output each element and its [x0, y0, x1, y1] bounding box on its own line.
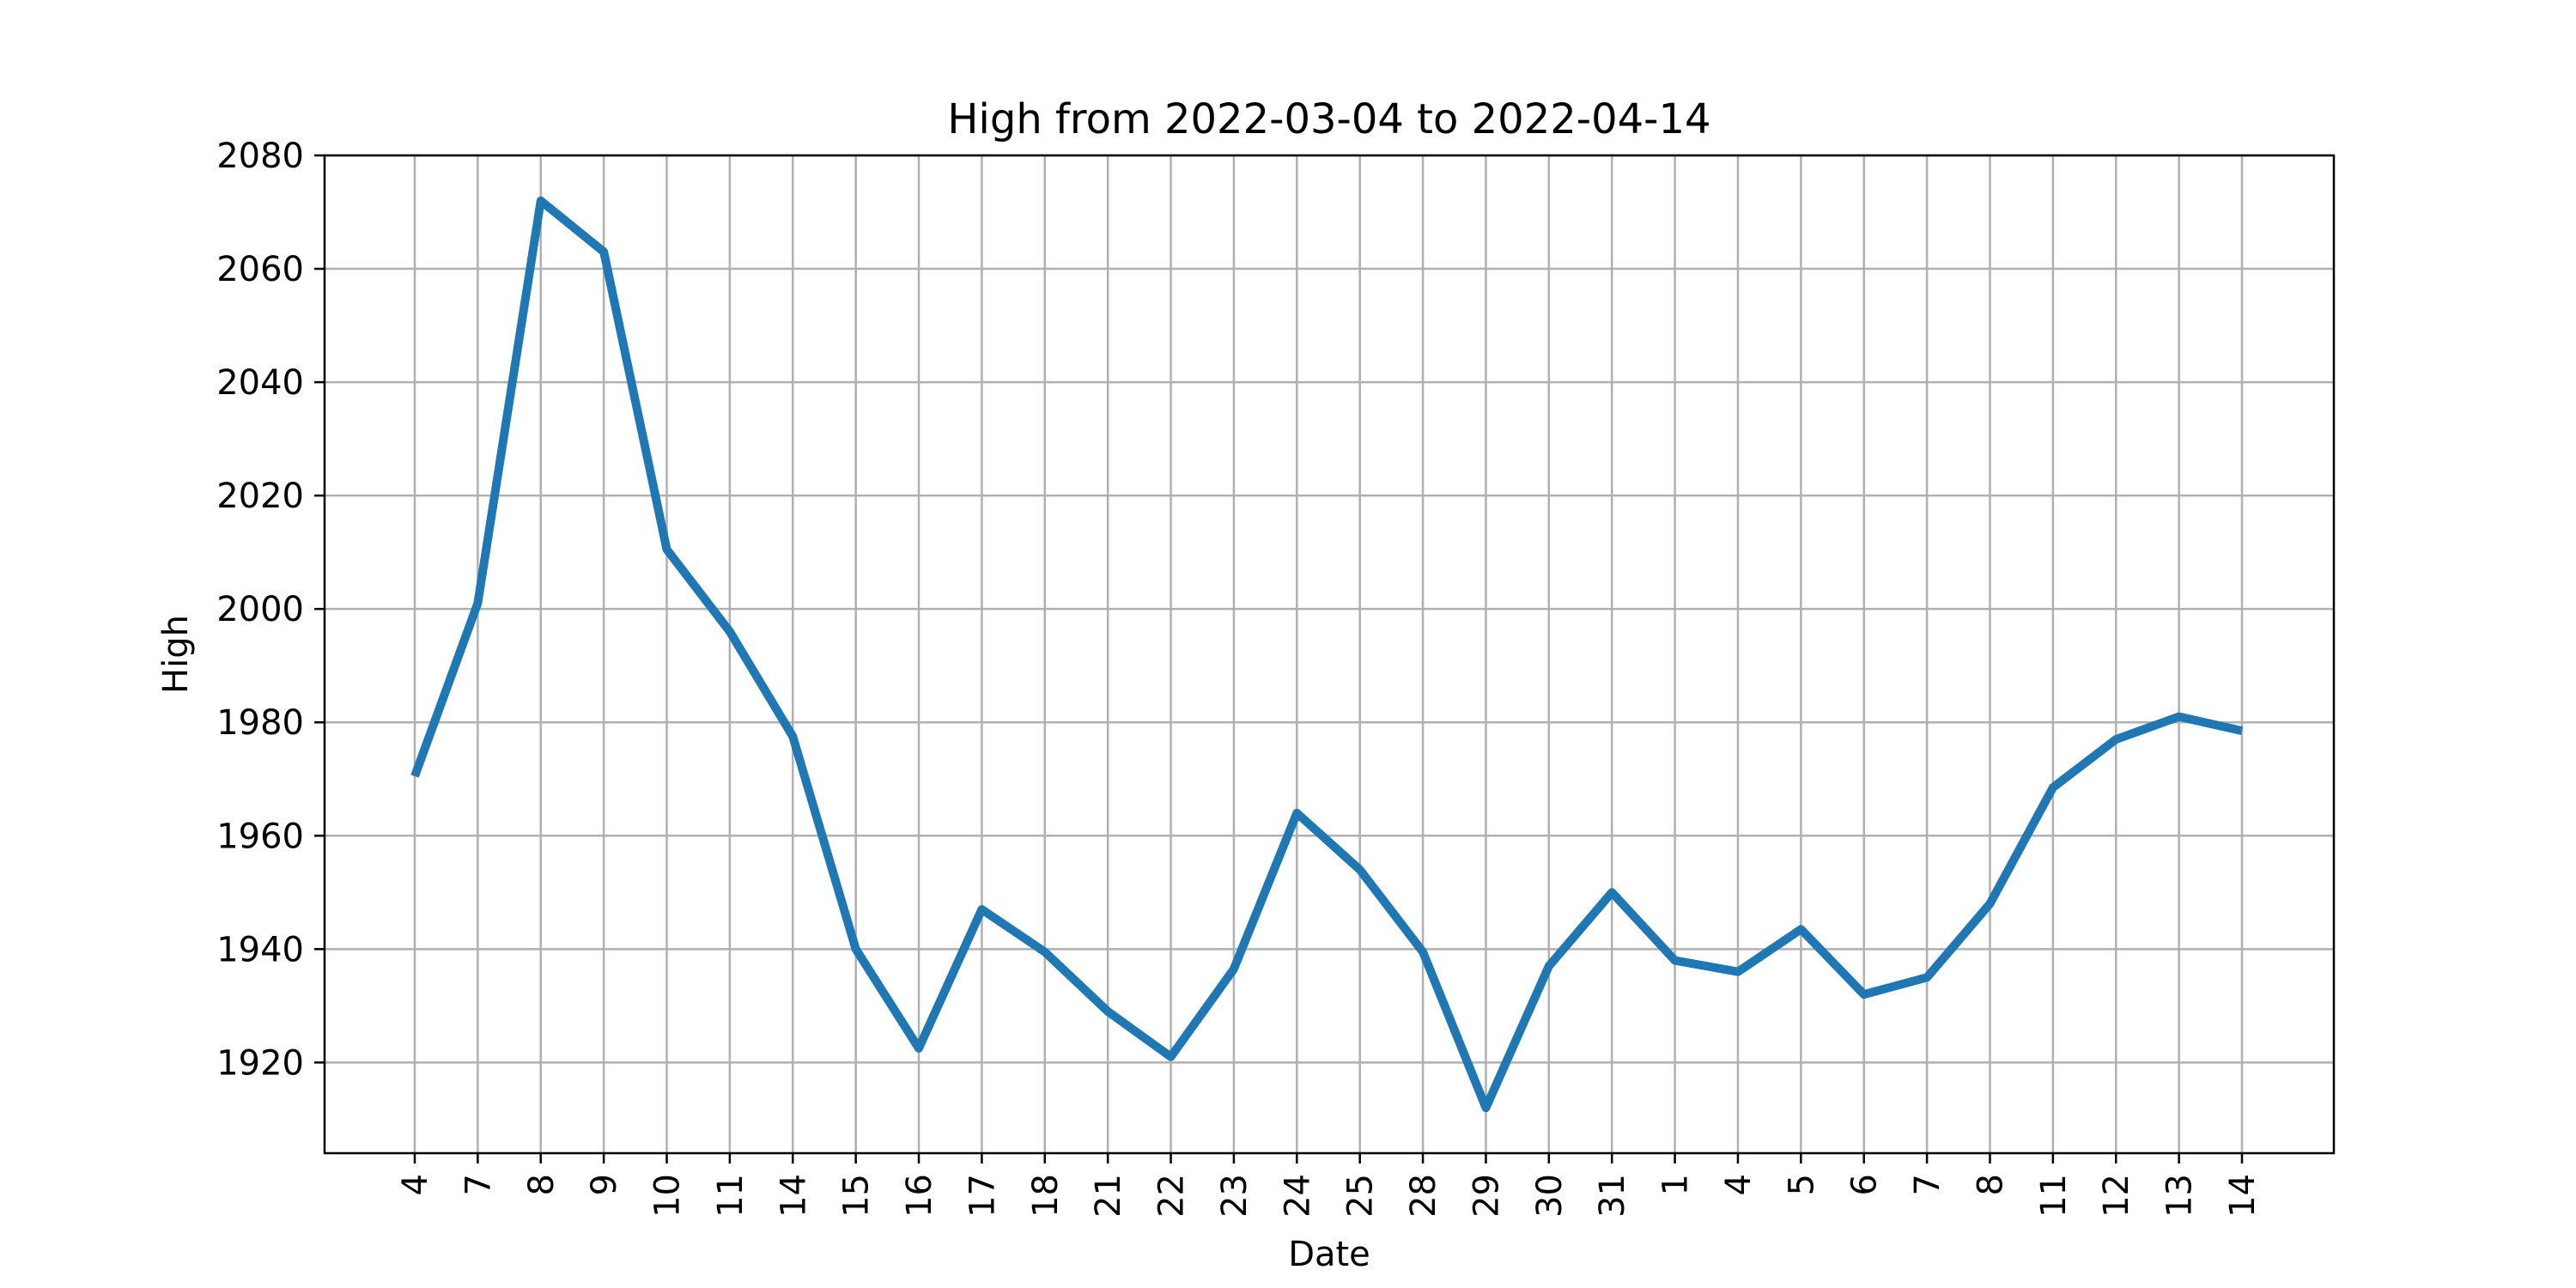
x-tick-label: 7 [1908, 1174, 1947, 1195]
x-tick-label: 31 [1593, 1174, 1632, 1218]
x-tick-label: 11 [711, 1174, 750, 1218]
x-tick-label: 24 [1278, 1174, 1317, 1218]
x-axis-label: Date [1288, 1235, 1370, 1274]
y-tick-label: 2060 [216, 250, 304, 289]
x-tick-label: 14 [774, 1174, 813, 1218]
x-tick-label: 10 [648, 1174, 688, 1218]
x-tick-label: 11 [2034, 1174, 2074, 1218]
y-tick-label: 1960 [216, 817, 304, 856]
y-tick-label: 1980 [216, 703, 304, 743]
x-tick-label: 23 [1215, 1174, 1255, 1218]
y-tick-label: 2080 [216, 137, 304, 176]
x-tick-label: 29 [1467, 1174, 1506, 1218]
series-layer [410, 196, 2244, 1113]
x-tick-label: 8 [1971, 1174, 2010, 1195]
x-tick-label: 6 [1845, 1174, 1885, 1195]
y-tick-label: 2020 [216, 477, 304, 516]
x-tick-label: 17 [963, 1174, 1002, 1218]
x-tick-label: 12 [2097, 1174, 2136, 1218]
x-tick-label: 13 [2160, 1174, 2200, 1218]
y-axis-label: High [156, 615, 196, 694]
x-tick-label: 22 [1152, 1174, 1192, 1218]
ticks: 4 7 8 9 10 11 14 15 16 17 18 21 22 23 24 25 28 29 30 31 1 4 5 6… [216, 137, 2263, 1218]
x-tick-label: 16 [900, 1174, 939, 1218]
y-tick-label: 1920 [216, 1043, 304, 1083]
x-tick-label: 5 [1782, 1174, 1821, 1195]
y-tick-label: 1940 [216, 930, 304, 969]
y-tick-label: 2000 [216, 590, 304, 629]
x-tick-label: 28 [1404, 1174, 1443, 1218]
x-tick-label: 4 [1719, 1174, 1759, 1195]
x-tick-label: 15 [837, 1174, 877, 1218]
chart-title: High from 2022-03-04 to 2022-04-14 [947, 95, 1710, 143]
x-tick-label: 4 [396, 1174, 435, 1195]
axes-frame [323, 154, 2336, 1155]
x-tick-label: 30 [1530, 1174, 1570, 1218]
x-tick-label: 21 [1089, 1174, 1128, 1218]
x-tick-label: 7 [459, 1174, 498, 1195]
series-line [410, 196, 2244, 1113]
x-tick-label: 1 [1656, 1174, 1696, 1195]
x-tick-label: 14 [2223, 1174, 2263, 1218]
y-tick-label: 2040 [216, 363, 304, 403]
x-tick-label: 18 [1026, 1174, 1066, 1218]
x-tick-label: 9 [585, 1174, 624, 1195]
x-tick-label: 8 [522, 1174, 562, 1195]
x-tick-label: 25 [1341, 1174, 1381, 1218]
